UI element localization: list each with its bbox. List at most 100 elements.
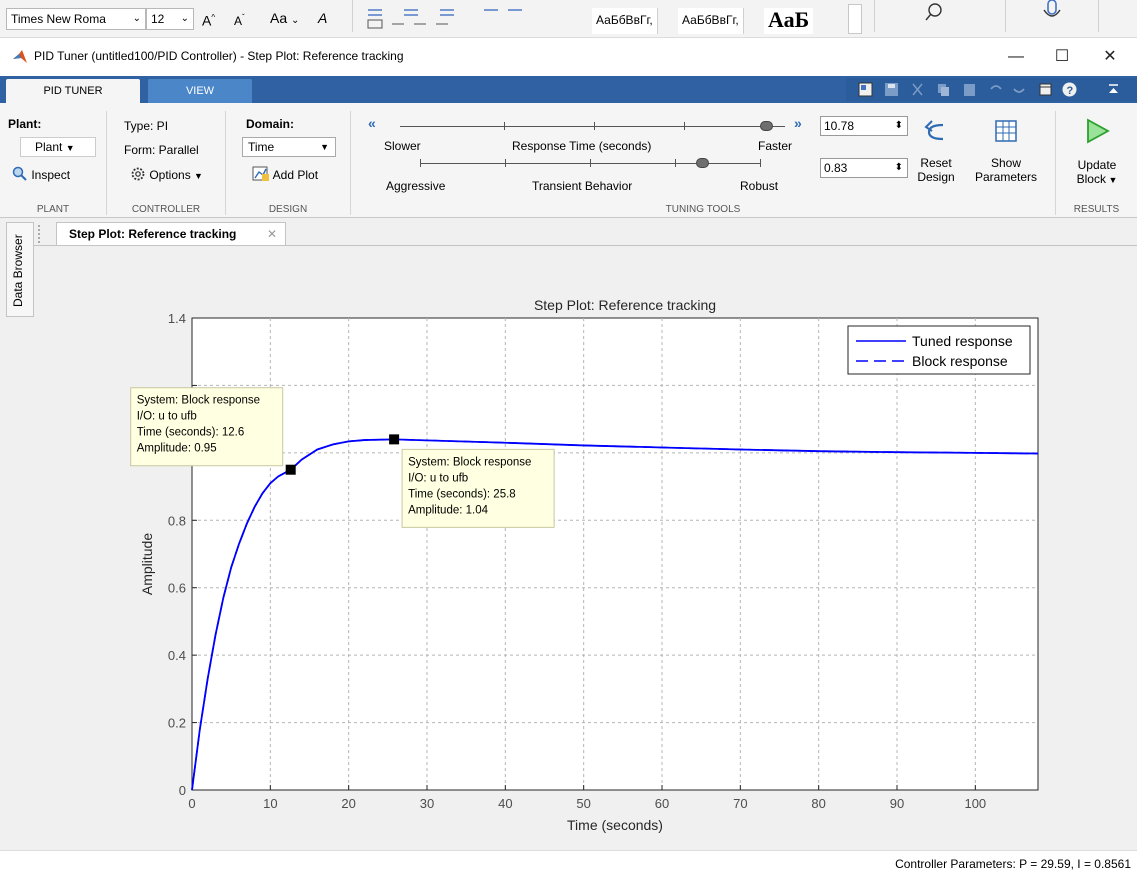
grow-font-button[interactable]: A^ <box>202 12 216 29</box>
divider <box>1098 0 1099 32</box>
reset-design-button[interactable]: Reset Design <box>912 119 960 199</box>
data-browser-tab[interactable]: Data Browser <box>6 222 34 317</box>
datatip-marker <box>285 464 296 475</box>
chevron-down-icon: ⌄ <box>132 13 141 24</box>
inspect-label: Inspect <box>31 168 71 182</box>
document-area: Data Browser Step Plot: Reference tracki… <box>0 219 1137 849</box>
faster-button[interactable]: » <box>794 115 802 131</box>
y-axis-label: Amplitude <box>139 533 155 595</box>
update-block-button[interactable]: Update Block ▼ <box>1064 117 1130 199</box>
tab-pid-tuner[interactable]: PID TUNER <box>6 79 140 103</box>
list-icon[interactable] <box>364 4 564 30</box>
y-tick-label: 0 <box>179 783 186 798</box>
style-normal[interactable]: АаБбВвГг, <box>592 8 658 34</box>
change-case-button[interactable]: Aa ⌄ <box>270 10 300 26</box>
step-plot-chart[interactable]: 0 10 20 30 40 50 60 70 80 90 100 0 0.2 0.4 0.6 0.8 1.4 St… <box>34 246 1137 850</box>
style-label: АаБ <box>768 7 810 32</box>
style-label: АаБбВвГг, <box>682 13 739 27</box>
maximize-button[interactable]: ☐ <box>1054 48 1070 65</box>
tab-step-plot[interactable]: Step Plot: Reference tracking ✕ <box>56 222 286 246</box>
drag-handle[interactable] <box>38 225 44 243</box>
slider-tick <box>760 159 761 167</box>
window-title-bar: PID Tuner (untitled100/PID Controller) -… <box>0 38 1137 76</box>
search-icon[interactable] <box>924 2 944 22</box>
divider <box>225 111 226 215</box>
play-icon <box>1087 118 1110 144</box>
chevron-down-icon: ▼ <box>320 142 329 152</box>
undo-icon[interactable] <box>988 82 1003 97</box>
help-icon[interactable]: ? <box>1062 82 1077 97</box>
legend-label: Tuned response <box>912 333 1013 349</box>
plant-heading: Plant: <box>8 117 42 131</box>
show-parameters-button[interactable]: Show Parameters <box>968 119 1044 199</box>
minimize-button[interactable]: — <box>1008 48 1024 65</box>
chart-title: Step Plot: Reference tracking <box>534 297 716 313</box>
group-plant: PLANT <box>36 204 70 215</box>
plot-figure: 0 10 20 30 40 50 60 70 80 90 100 0 0.2 0.4 0.6 0.8 1.4 St… <box>34 245 1137 849</box>
x-tick-label: 30 <box>420 796 434 811</box>
legend-label: Block response <box>912 353 1008 369</box>
domain-value: Time <box>248 140 275 154</box>
table-icon <box>995 120 1017 142</box>
paste-icon[interactable] <box>962 82 977 97</box>
layout-icon[interactable] <box>858 82 873 97</box>
datatip-box <box>130 387 284 467</box>
y-tick-label: 0.6 <box>168 581 186 596</box>
clear-format-icon[interactable]: A <box>318 10 328 26</box>
close-icon[interactable]: ✕ <box>267 227 278 241</box>
design-label: Design <box>917 170 955 184</box>
inspect-button[interactable]: Inspect <box>12 165 70 185</box>
chevron-down-icon: ▼ <box>194 171 203 181</box>
close-button[interactable]: ✕ <box>1103 48 1117 65</box>
response-time-slider[interactable] <box>759 121 773 131</box>
redo-icon[interactable] <box>1012 82 1027 97</box>
series-line-block-response <box>191 438 1039 791</box>
datatip-text: I/O: u to ufb <box>137 411 197 423</box>
datatip-text: System: Block response <box>408 456 531 468</box>
microphone-icon[interactable] <box>1040 0 1064 24</box>
styles-scroll[interactable] <box>848 4 862 34</box>
response-time-input[interactable]: 10.78 ⬍ <box>820 116 908 136</box>
font-size-box[interactable]: 12 ⌄ <box>146 8 194 30</box>
slider-tick <box>594 122 595 130</box>
controller-form: Form: Parallel <box>124 143 199 157</box>
chevron-down-icon: ▼ <box>1105 175 1118 185</box>
group-results: RESULTS <box>1073 204 1120 215</box>
transient-input[interactable]: 0.83 ⬍ <box>820 158 908 178</box>
response-time-label: Response Time (seconds) <box>512 139 652 153</box>
transient-slider[interactable] <box>696 158 710 168</box>
datatip-text: System: Block response <box>137 395 260 407</box>
toolstrip-tabs: PID TUNER VIEW ? <box>0 76 1137 103</box>
shrink-font-label: A <box>234 14 243 28</box>
x-tick-label: 90 <box>890 796 904 811</box>
slider-tick <box>420 159 421 167</box>
reset-icon <box>924 120 944 141</box>
window-icon[interactable] <box>1038 82 1053 97</box>
font-name-box[interactable]: Times New Roma ⌄ <box>6 8 146 30</box>
slower-button[interactable]: « <box>368 115 376 131</box>
slider-tick <box>684 122 685 130</box>
group-controller: CONTROLLER <box>131 204 201 215</box>
tab-view[interactable]: VIEW <box>148 79 252 103</box>
toolstrip-ribbon: Plant: Plant ▼ Inspect PLANT Type: PI Fo… <box>0 103 1137 218</box>
add-plot-icon <box>252 166 269 181</box>
style-nospacing[interactable]: АаБбВвГг, <box>678 8 744 34</box>
collapse-ribbon-icon[interactable] <box>1106 82 1121 97</box>
save-icon[interactable] <box>884 82 899 97</box>
y-tick-label: 0.4 <box>168 648 186 663</box>
group-tuning-tools: TUNING TOOLS <box>665 204 741 215</box>
options-button[interactable]: Options ▼ <box>130 165 203 185</box>
faster-label: Faster <box>758 139 793 153</box>
add-plot-button[interactable]: Add Plot <box>252 165 318 185</box>
domain-dropdown[interactable]: Time ▼ <box>242 137 336 157</box>
copy-icon[interactable] <box>936 82 951 97</box>
plant-dropdown[interactable]: Plant ▼ <box>20 137 96 157</box>
shrink-font-button[interactable]: Aˇ <box>234 13 245 28</box>
y-tick-label: 0.2 <box>168 716 186 731</box>
style-heading[interactable]: АаБ <box>764 7 814 34</box>
controller-parameters: Controller Parameters: P = 29.59, I = 0.… <box>895 857 1131 871</box>
cut-icon[interactable] <box>910 82 925 97</box>
group-design: DESIGN <box>268 204 308 215</box>
slider-tick <box>504 122 505 130</box>
transient-value: 0.83 <box>824 161 848 175</box>
